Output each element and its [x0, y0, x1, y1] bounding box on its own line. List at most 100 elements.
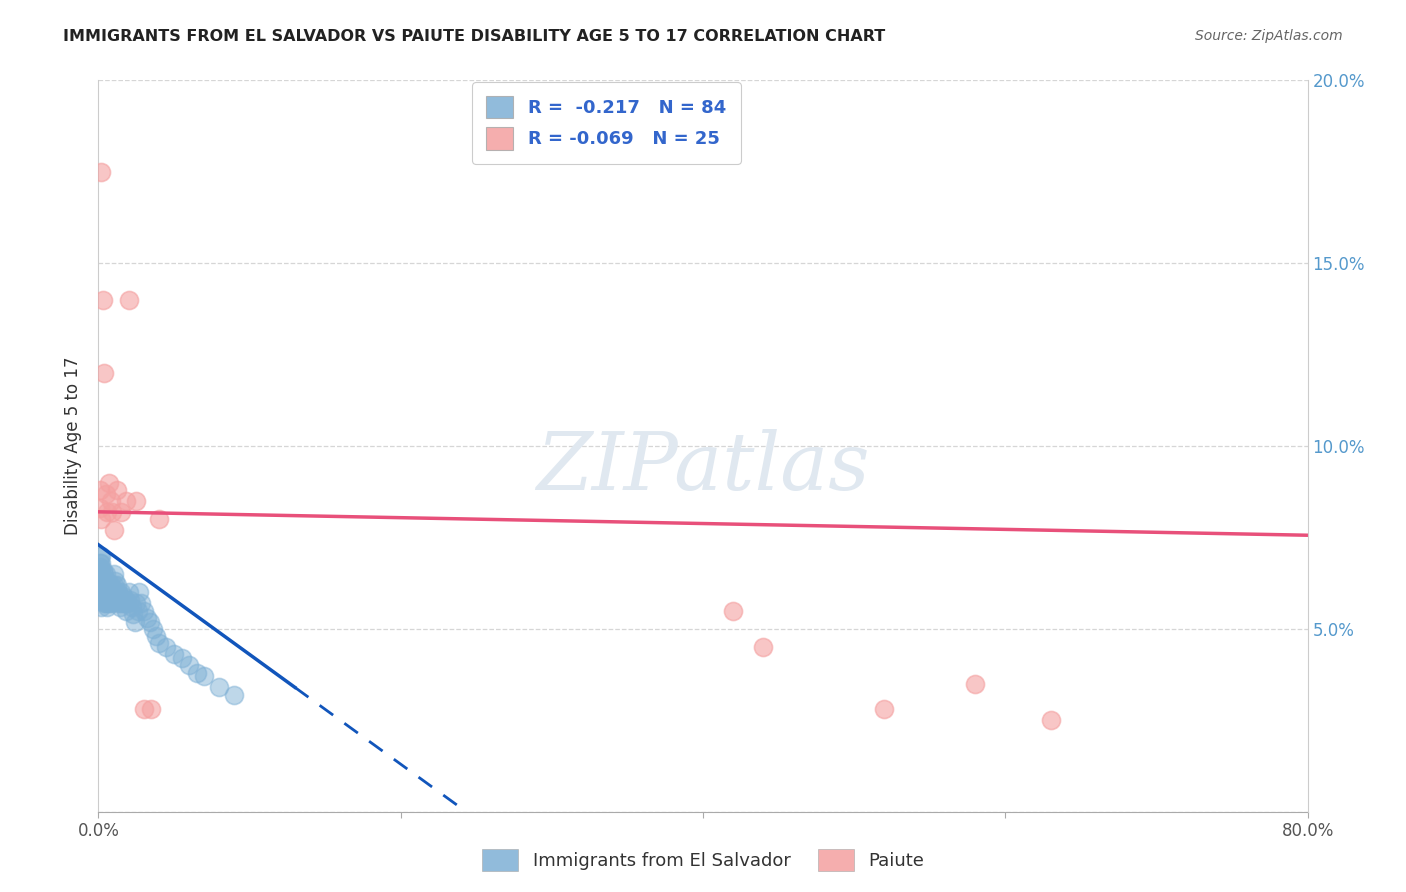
Point — [179, 658, 201, 673]
Point — [91, 293, 114, 307]
Point — [141, 702, 163, 716]
Point — [90, 549, 112, 563]
Point — [98, 585, 121, 599]
Point — [90, 164, 112, 178]
Point — [90, 574, 112, 589]
Y-axis label: Disability Age 5 to 17: Disability Age 5 to 17 — [65, 357, 83, 535]
Point — [103, 578, 125, 592]
Point — [89, 563, 111, 577]
Point — [103, 592, 125, 607]
Point — [89, 501, 111, 516]
Point — [91, 571, 114, 585]
Point — [186, 665, 208, 680]
Point — [89, 592, 111, 607]
Point — [89, 571, 111, 585]
Point — [90, 599, 112, 614]
Point — [125, 596, 148, 610]
Point — [115, 596, 138, 610]
Point — [90, 563, 112, 577]
Point — [90, 592, 112, 607]
Point — [94, 567, 117, 582]
Point — [110, 596, 132, 610]
Point — [89, 578, 111, 592]
Point — [91, 563, 114, 577]
Point — [101, 582, 124, 596]
Point — [105, 483, 128, 497]
Point — [96, 574, 118, 589]
Point — [128, 585, 150, 599]
Point — [114, 603, 136, 617]
Point — [93, 366, 115, 380]
Text: IMMIGRANTS FROM EL SALVADOR VS PAIUTE DISABILITY AGE 5 TO 17 CORRELATION CHART: IMMIGRANTS FROM EL SALVADOR VS PAIUTE DI… — [63, 29, 886, 44]
Point — [93, 567, 115, 582]
Point — [723, 603, 745, 617]
Point — [163, 648, 186, 662]
Point — [118, 293, 141, 307]
Point — [91, 585, 114, 599]
Point — [101, 592, 124, 607]
Point — [125, 494, 148, 508]
Point — [98, 578, 121, 592]
Legend: R =  -0.217   N = 84, R = -0.069   N = 25: R = -0.217 N = 84, R = -0.069 N = 25 — [472, 82, 741, 164]
Point — [148, 512, 170, 526]
Point — [170, 651, 193, 665]
Point — [94, 578, 117, 592]
Point — [93, 574, 115, 589]
Point — [100, 596, 122, 610]
Point — [120, 592, 142, 607]
Point — [90, 556, 112, 570]
Point — [107, 596, 129, 610]
Point — [89, 574, 111, 589]
Point — [89, 556, 111, 570]
Point — [100, 585, 122, 599]
Point — [89, 483, 111, 497]
Point — [111, 589, 134, 603]
Point — [100, 578, 122, 592]
Point — [89, 567, 111, 582]
Point — [155, 640, 177, 655]
Point — [91, 592, 114, 607]
Point — [103, 523, 125, 537]
Point — [94, 596, 117, 610]
Point — [96, 582, 118, 596]
Legend: Immigrants from El Salvador, Paiute: Immigrants from El Salvador, Paiute — [475, 842, 931, 879]
Point — [132, 603, 155, 617]
Point — [89, 549, 111, 563]
Point — [752, 640, 775, 655]
Point — [121, 599, 143, 614]
Point — [873, 702, 896, 716]
Point — [104, 574, 127, 589]
Point — [94, 585, 117, 599]
Text: Source: ZipAtlas.com: Source: ZipAtlas.com — [1195, 29, 1343, 43]
Point — [135, 611, 157, 625]
Point — [110, 585, 132, 599]
Point — [139, 615, 162, 629]
Point — [90, 585, 112, 599]
Point — [148, 636, 170, 650]
Point — [96, 505, 118, 519]
Point — [105, 592, 128, 607]
Point — [1039, 714, 1062, 728]
Point — [108, 589, 131, 603]
Point — [224, 688, 246, 702]
Point — [965, 676, 987, 690]
Point — [122, 607, 145, 622]
Point — [93, 585, 115, 599]
Point — [90, 567, 112, 582]
Point — [103, 567, 125, 582]
Point — [105, 578, 128, 592]
Point — [90, 512, 112, 526]
Point — [127, 603, 149, 617]
Point — [114, 592, 136, 607]
Point — [96, 589, 118, 603]
Point — [193, 669, 215, 683]
Point — [89, 559, 111, 574]
Point — [101, 505, 124, 519]
Point — [91, 578, 114, 592]
Point — [112, 596, 135, 610]
Point — [93, 596, 115, 610]
Point — [89, 585, 111, 599]
Point — [129, 596, 152, 610]
Point — [98, 596, 121, 610]
Point — [145, 629, 167, 643]
